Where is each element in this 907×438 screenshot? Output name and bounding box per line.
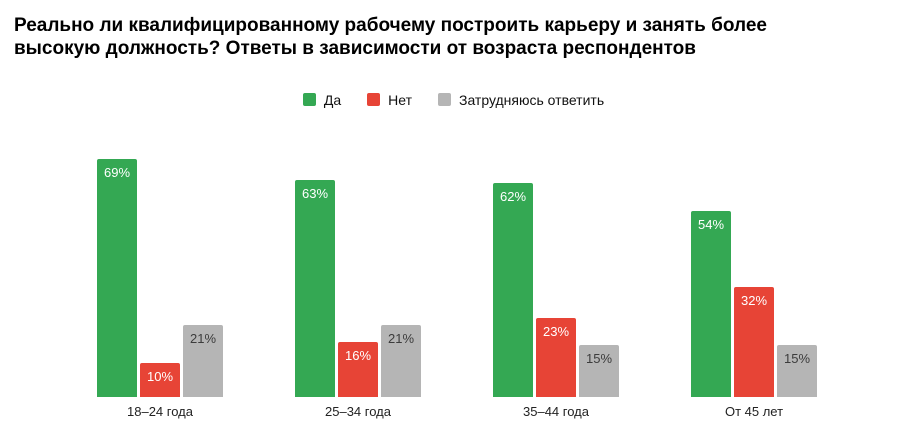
bar-group: 62% 23% 15% bbox=[493, 183, 619, 397]
legend: Да Нет Затрудняюсь ответить bbox=[0, 91, 907, 108]
legend-item-undecided: Затрудняюсь ответить bbox=[438, 92, 604, 108]
bar-undecided: 21% bbox=[183, 324, 223, 397]
bar-value-label: 10% bbox=[146, 368, 174, 384]
bar-group: 54% 32% 15% bbox=[691, 210, 817, 397]
bar-value-label: 62% bbox=[499, 189, 527, 205]
legend-label: Да bbox=[323, 91, 342, 108]
bar-group: 69% 10% 21% bbox=[97, 158, 223, 397]
bar-no: 32% bbox=[734, 286, 774, 397]
bar-yes: 63% bbox=[295, 179, 335, 397]
bar-value-label: 69% bbox=[103, 164, 131, 180]
legend-item-yes: Да bbox=[302, 91, 342, 108]
bar-value-label: 16% bbox=[344, 347, 372, 363]
bar-value-label: 23% bbox=[542, 323, 570, 339]
bar-no: 16% bbox=[338, 341, 378, 397]
bar-yes: 69% bbox=[97, 158, 137, 397]
bar-group: 63% 16% 21% bbox=[295, 179, 421, 397]
bar-undecided: 21% bbox=[381, 324, 421, 397]
bar-undecided: 15% bbox=[579, 345, 619, 397]
category-label: 18–24 года bbox=[127, 404, 193, 419]
bar-value-label: 54% bbox=[697, 216, 725, 232]
legend-swatch-undecided bbox=[438, 93, 451, 106]
legend-swatch-no bbox=[367, 93, 381, 106]
legend-item-no: Нет bbox=[367, 92, 412, 108]
bar-value-label: 15% bbox=[585, 351, 613, 367]
chart-title: Реально ли квалифицированному рабочему п… bbox=[14, 15, 767, 59]
category-axis: 18–24 года 25–34 года 35–44 года От 45 лет bbox=[0, 404, 907, 419]
bar-undecided: 15% bbox=[777, 345, 817, 397]
category-label: 25–34 года bbox=[325, 404, 391, 419]
legend-label: Нет bbox=[388, 91, 412, 108]
bar-chart: 69% 10% 21% 63% 16% 21% 62% 23% 15% 54% 32% 15% bbox=[0, 108, 907, 397]
bar-value-label: 15% bbox=[783, 351, 811, 367]
bar-value-label: 21% bbox=[189, 330, 217, 346]
bar-yes: 54% bbox=[691, 210, 731, 397]
bar-no: 10% bbox=[140, 362, 180, 397]
bar-no: 23% bbox=[536, 317, 576, 397]
bar-value-label: 63% bbox=[301, 185, 329, 201]
bar-value-label: 21% bbox=[387, 330, 415, 346]
bar-value-label: 32% bbox=[740, 292, 768, 308]
legend-swatch-yes bbox=[302, 93, 316, 106]
bar-yes: 62% bbox=[493, 183, 533, 397]
category-label: От 45 лет bbox=[724, 404, 784, 419]
legend-label: Затрудняюсь ответить bbox=[459, 91, 605, 108]
category-label: 35–44 года bbox=[523, 404, 589, 419]
